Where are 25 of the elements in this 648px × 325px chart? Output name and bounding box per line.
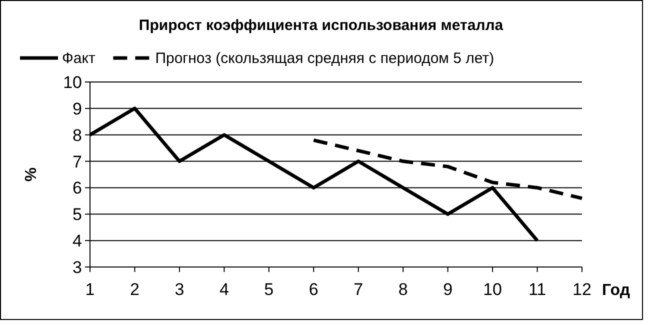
y-tick-label: 10 <box>63 73 82 92</box>
x-tick-label: 7 <box>354 280 364 299</box>
legend-label: Прогноз (скользящая средняя с периодом 5 лет) <box>155 50 494 67</box>
x-tick-label: 11 <box>528 280 546 299</box>
x-tick-label: 4 <box>219 280 229 299</box>
x-axis-title: Год <box>602 282 630 299</box>
chart-title: Прирост коэффициента использования металла <box>138 17 504 34</box>
x-tick-label: 1 <box>85 280 95 299</box>
y-tick-label: 4 <box>72 232 82 251</box>
y-axis-title: % <box>23 167 40 182</box>
y-tick-label: 7 <box>72 152 82 172</box>
x-tick-label: 9 <box>443 280 453 299</box>
x-tick-label: 12 <box>572 280 592 299</box>
y-tick-label: 9 <box>72 99 82 118</box>
y-tick-label: 8 <box>72 126 82 145</box>
x-tick-label: 2 <box>130 280 140 299</box>
x-tick-label: 6 <box>308 280 318 299</box>
y-tick-label: 3 <box>72 258 82 277</box>
y-tick-label: 5 <box>72 205 82 224</box>
x-tick-label: 8 <box>398 280 408 299</box>
x-tick-label: 3 <box>174 280 184 299</box>
x-tick-label: 10 <box>483 280 502 299</box>
x-tick-label: 5 <box>264 280 274 299</box>
legend-label: Факт <box>62 50 96 67</box>
y-tick-label: 6 <box>72 178 82 198</box>
